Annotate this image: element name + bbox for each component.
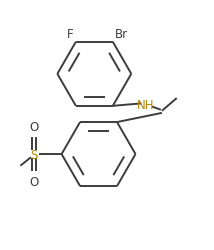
Text: F: F (67, 28, 73, 40)
Text: O: O (30, 120, 39, 134)
Text: Br: Br (115, 28, 128, 40)
Text: O: O (30, 176, 39, 188)
Text: S: S (30, 148, 38, 161)
Text: NH: NH (137, 98, 155, 112)
